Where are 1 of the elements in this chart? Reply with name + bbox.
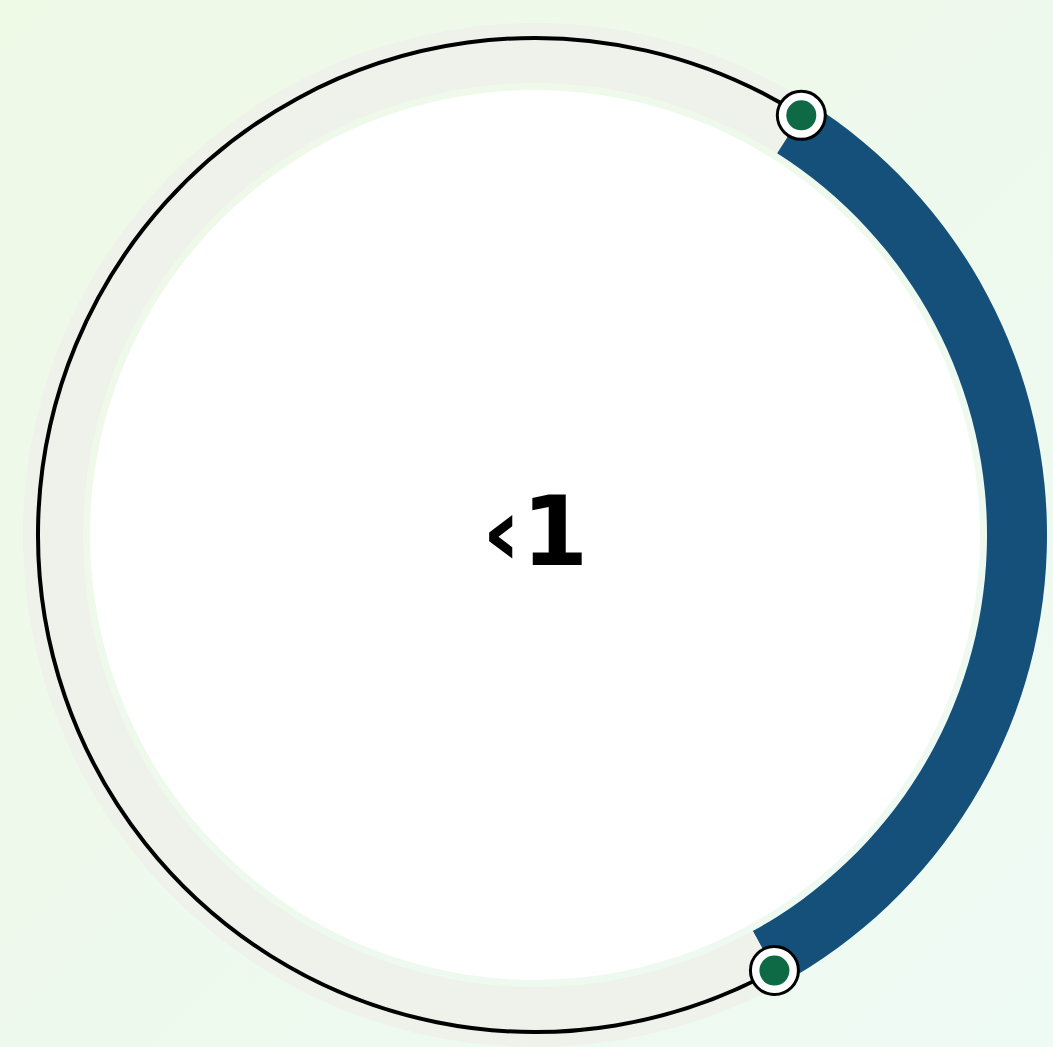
text: ‹1: [481, 476, 589, 588]
